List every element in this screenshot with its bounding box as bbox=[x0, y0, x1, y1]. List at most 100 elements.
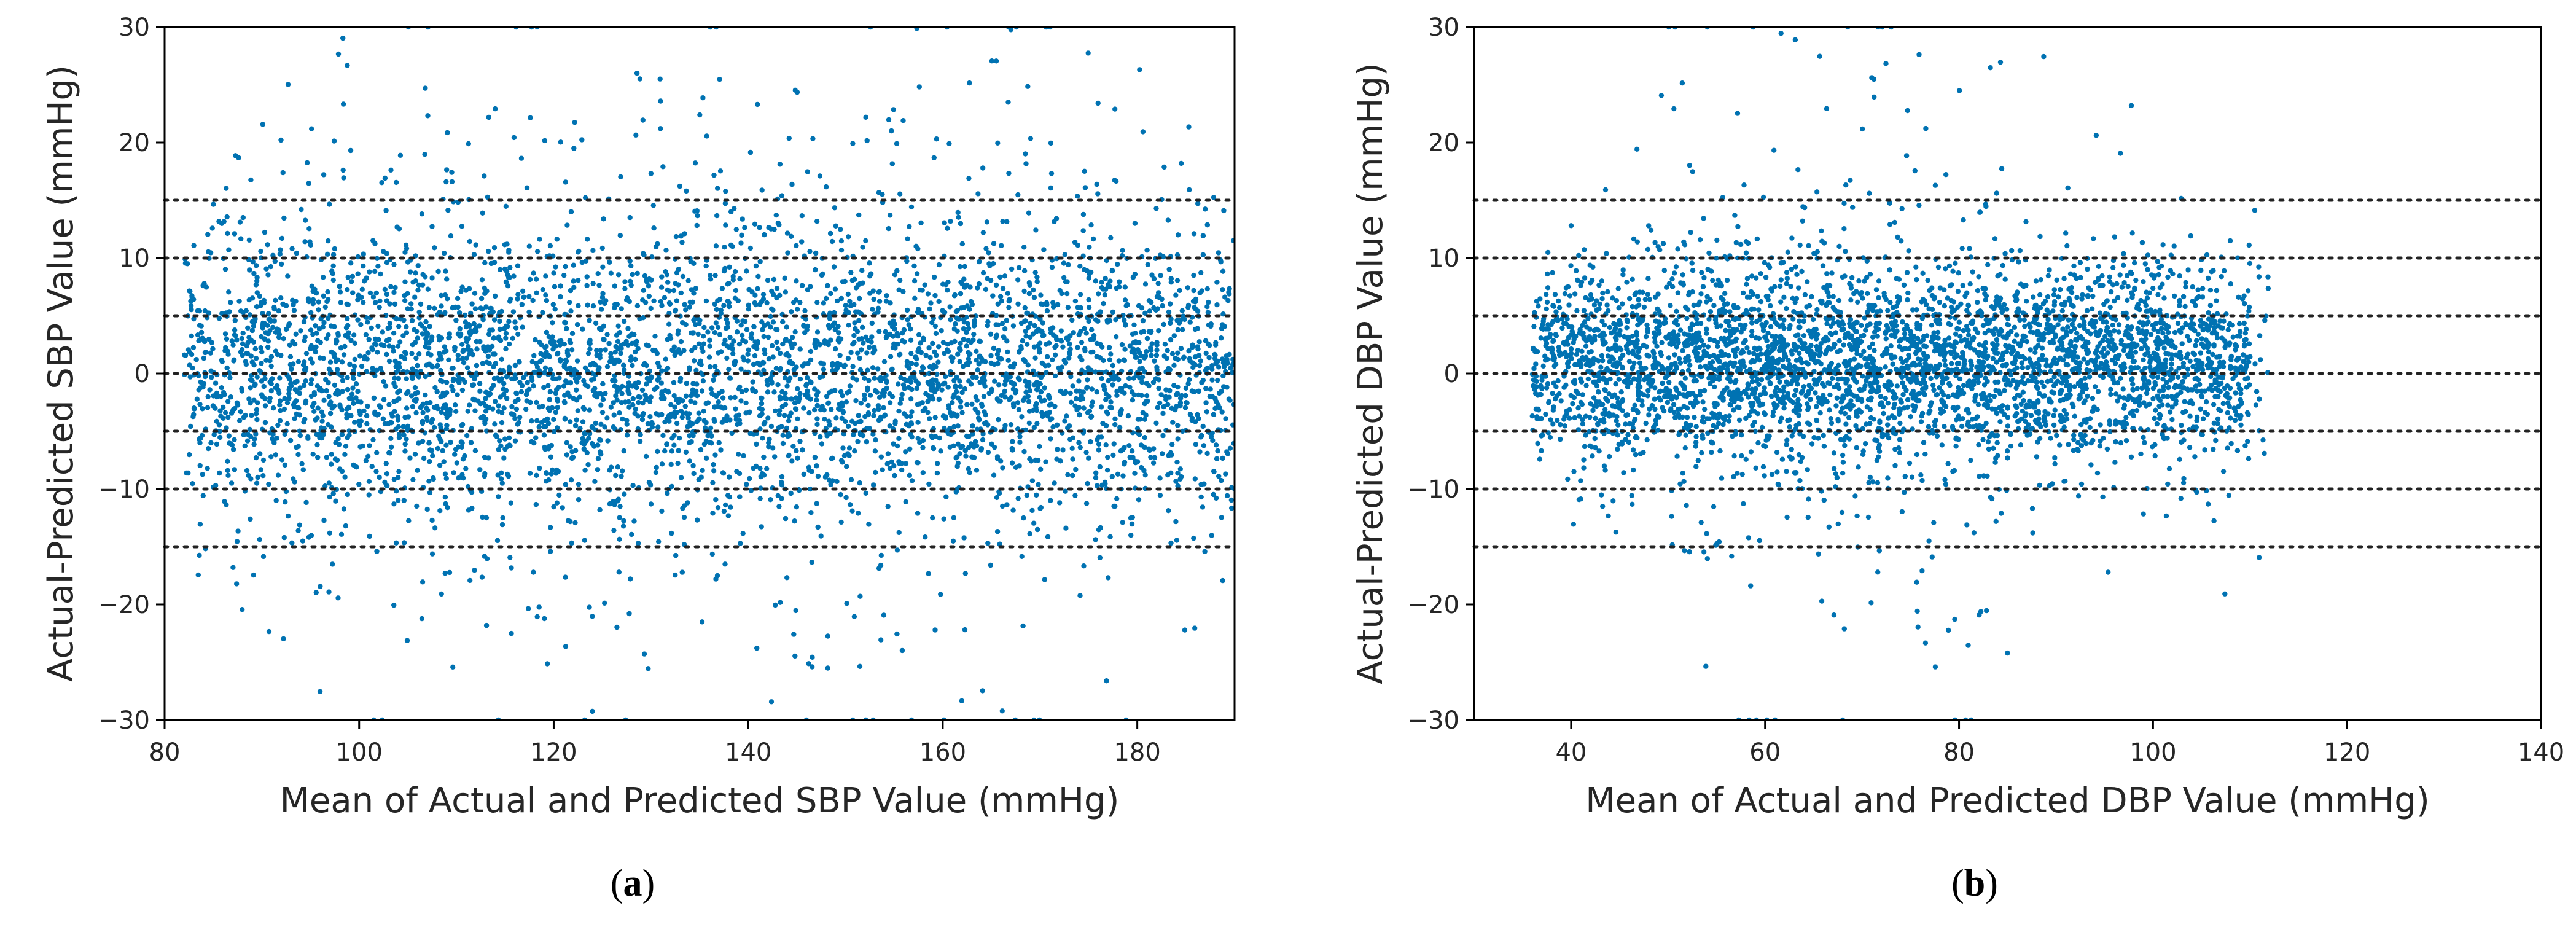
data-point bbox=[870, 431, 876, 437]
data-point bbox=[848, 350, 854, 356]
data-point bbox=[184, 261, 190, 267]
data-point bbox=[265, 272, 271, 278]
data-point bbox=[1200, 377, 1206, 383]
data-point bbox=[1183, 385, 1189, 391]
data-point bbox=[254, 275, 260, 280]
data-point bbox=[617, 536, 622, 542]
data-point bbox=[1101, 300, 1106, 307]
data-point bbox=[184, 470, 189, 476]
data-point bbox=[833, 346, 838, 352]
data-point bbox=[647, 399, 653, 404]
data-point bbox=[651, 298, 657, 303]
data-point bbox=[1193, 442, 1199, 447]
data-point bbox=[709, 391, 715, 396]
data-point bbox=[441, 350, 447, 355]
data-point bbox=[464, 346, 470, 352]
data-point bbox=[878, 417, 883, 422]
data-point bbox=[1156, 377, 1162, 383]
data-point bbox=[613, 393, 619, 399]
data-point bbox=[1120, 520, 1125, 525]
data-point bbox=[899, 396, 904, 402]
data-point bbox=[1230, 422, 1235, 428]
data-point bbox=[1149, 341, 1155, 346]
data-point bbox=[1169, 351, 1176, 357]
data-point bbox=[348, 413, 354, 418]
data-point bbox=[370, 294, 377, 300]
data-point bbox=[2185, 267, 2191, 273]
data-point bbox=[604, 364, 611, 369]
data-point bbox=[1566, 415, 1572, 421]
data-point bbox=[1009, 460, 1015, 466]
data-point bbox=[745, 351, 751, 357]
data-point bbox=[1137, 359, 1142, 364]
data-point bbox=[198, 329, 205, 335]
data-point bbox=[550, 334, 555, 340]
data-point bbox=[1105, 319, 1110, 325]
data-point bbox=[724, 355, 730, 361]
data-point bbox=[779, 424, 784, 429]
data-point bbox=[760, 436, 765, 441]
data-point bbox=[958, 404, 964, 410]
data-point bbox=[611, 499, 616, 504]
data-point bbox=[455, 331, 461, 337]
data-point bbox=[906, 322, 912, 327]
data-point bbox=[572, 423, 579, 429]
data-point bbox=[1085, 480, 1090, 487]
data-point bbox=[970, 374, 976, 380]
data-point bbox=[948, 219, 953, 224]
data-point bbox=[997, 274, 1003, 280]
data-point bbox=[622, 279, 628, 284]
data-point bbox=[850, 364, 856, 369]
data-point bbox=[897, 352, 902, 358]
data-point bbox=[945, 342, 951, 347]
data-point bbox=[622, 491, 627, 497]
data-point bbox=[685, 500, 690, 506]
data-point bbox=[996, 490, 1002, 496]
data-point bbox=[330, 277, 336, 283]
data-point bbox=[1096, 441, 1102, 447]
data-point bbox=[545, 416, 550, 422]
data-point bbox=[2148, 332, 2154, 337]
data-point bbox=[936, 344, 942, 350]
panel-label-a: (a) bbox=[611, 863, 655, 904]
data-point bbox=[233, 332, 238, 338]
data-point bbox=[761, 472, 767, 478]
data-point bbox=[371, 395, 377, 401]
data-point bbox=[1009, 445, 1015, 452]
data-point bbox=[927, 416, 932, 421]
data-point bbox=[2167, 409, 2173, 415]
data-point bbox=[838, 248, 845, 253]
data-point bbox=[668, 461, 674, 468]
data-point bbox=[680, 273, 686, 280]
data-point bbox=[537, 465, 542, 471]
data-point bbox=[235, 528, 241, 534]
data-point bbox=[367, 269, 372, 275]
data-point bbox=[634, 270, 640, 276]
data-point bbox=[381, 397, 387, 402]
data-point bbox=[1140, 129, 1146, 135]
data-point bbox=[976, 361, 982, 367]
data-point bbox=[1029, 478, 1036, 483]
data-point bbox=[515, 296, 520, 302]
data-point bbox=[701, 334, 706, 339]
data-point bbox=[491, 335, 496, 341]
data-point bbox=[405, 389, 411, 394]
data-point bbox=[361, 408, 367, 414]
data-point bbox=[251, 270, 257, 276]
data-point bbox=[497, 438, 502, 444]
data-point bbox=[1019, 554, 1025, 559]
data-point bbox=[778, 600, 783, 605]
data-point bbox=[1031, 424, 1037, 431]
data-point bbox=[355, 297, 361, 303]
data-point bbox=[1216, 474, 1222, 479]
data-point bbox=[251, 397, 257, 403]
data-point bbox=[617, 410, 622, 416]
data-point bbox=[958, 347, 963, 353]
data-point bbox=[714, 213, 720, 219]
x-tick-label: 160 bbox=[919, 738, 966, 767]
data-point bbox=[449, 170, 455, 175]
data-point bbox=[1129, 448, 1135, 454]
data-point bbox=[192, 406, 197, 412]
data-point bbox=[401, 540, 407, 546]
data-point bbox=[1178, 160, 1184, 166]
